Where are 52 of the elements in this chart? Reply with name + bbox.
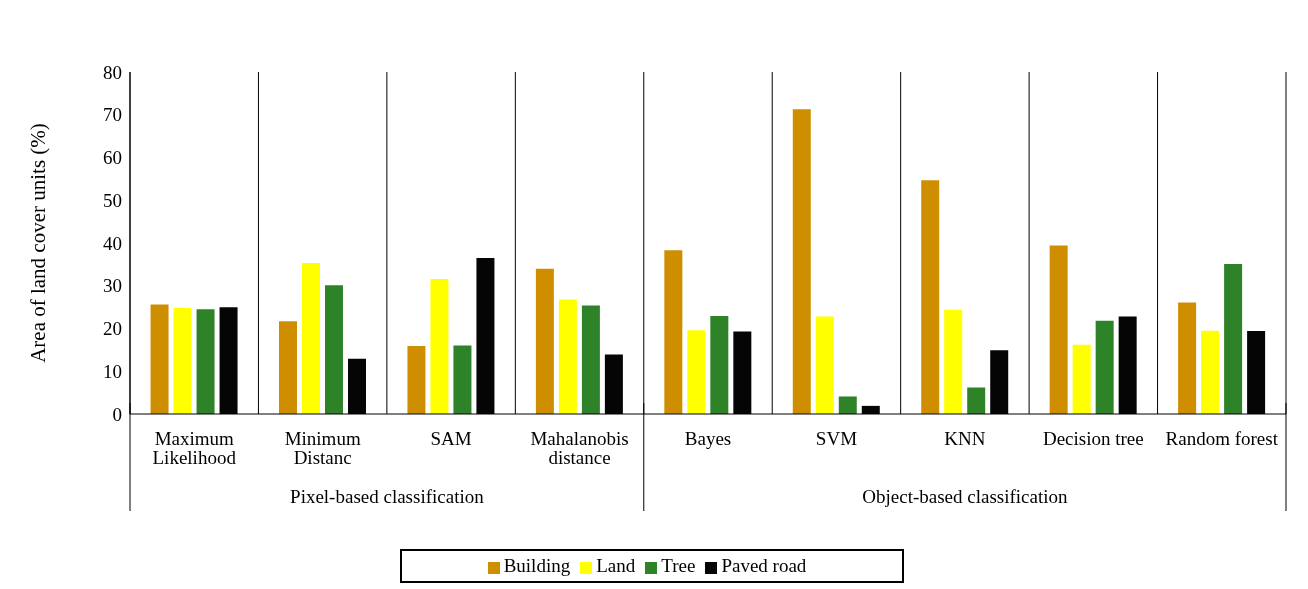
bar: [150, 304, 169, 414]
bar: [815, 316, 834, 414]
x-tick-label: Bayes: [684, 428, 732, 450]
bar: [1201, 330, 1220, 414]
bar: [687, 330, 706, 414]
bar: [1095, 320, 1114, 414]
bar: [664, 250, 683, 414]
bar: [792, 109, 811, 414]
bar: [710, 316, 729, 414]
bar: [558, 299, 577, 414]
y-tick-label: 20: [103, 318, 122, 340]
bar: [279, 321, 297, 414]
x-tick-label: SVM: [815, 428, 858, 450]
x-tick-label: Minimum Distanc: [284, 428, 361, 469]
x-tick-label: KNN: [944, 428, 986, 450]
x-tick-label: SAM: [430, 428, 472, 450]
legend-label: Building: [503, 555, 571, 576]
bar: [921, 180, 940, 414]
legend-label: Tree: [661, 555, 696, 576]
y-tick-label: 40: [103, 232, 122, 254]
x-tick-label: Decision tree: [1042, 428, 1144, 450]
bar: [838, 396, 857, 414]
bar: [1072, 344, 1091, 414]
bar: [967, 387, 986, 414]
y-tick-label: 10: [103, 360, 122, 382]
bar: [1049, 245, 1068, 414]
bar: [453, 345, 472, 414]
bar: [302, 263, 320, 414]
bar: [407, 346, 426, 414]
y-tick-label: 80: [103, 61, 122, 83]
bar: [1178, 302, 1197, 414]
bar: [325, 285, 343, 414]
x-tick-label: Maximum Likelihood: [152, 428, 237, 469]
legend-label: Paved road: [721, 555, 807, 576]
bar: [581, 305, 600, 414]
bar: [430, 278, 449, 414]
y-tick-label: 50: [103, 189, 122, 211]
text: Object-based classification: [862, 486, 1068, 507]
y-tick-label: 60: [103, 147, 122, 169]
bar: [944, 309, 963, 414]
y-tick-label: 0: [112, 403, 122, 425]
bar: [196, 309, 215, 414]
y-tick-label: 70: [103, 104, 122, 126]
legend-label: Land: [596, 555, 636, 576]
bar: [1224, 263, 1243, 414]
y-tick-label: 30: [103, 275, 122, 297]
y-axis-title: Area of land cover units (%): [26, 123, 51, 363]
bar: [535, 268, 554, 414]
x-tick-label: Mahalanobis distance: [530, 428, 629, 469]
bar: [173, 307, 192, 414]
x-tick-label: Random forest: [1165, 428, 1279, 450]
text: Pixel-based classification: [290, 486, 485, 507]
